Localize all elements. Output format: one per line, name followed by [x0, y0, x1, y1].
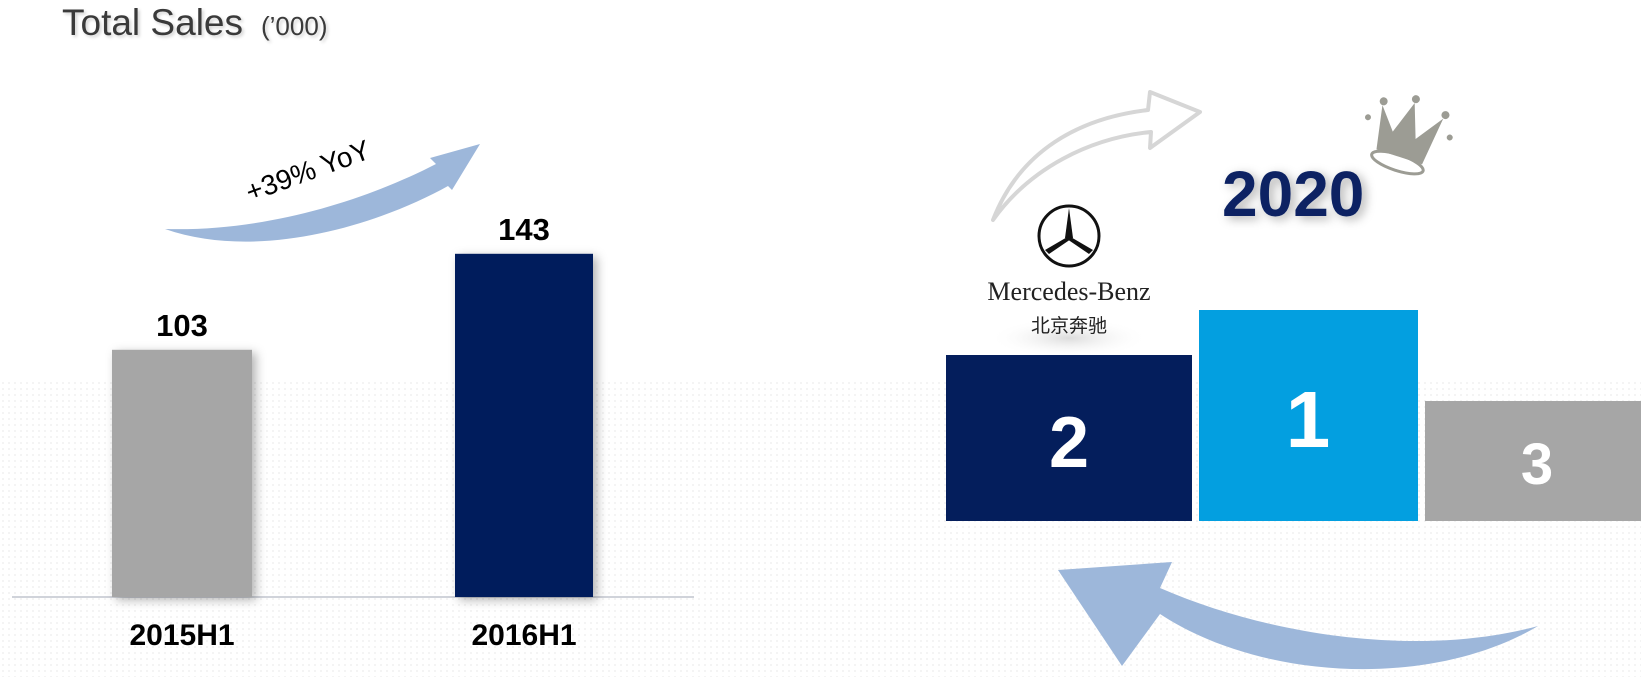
bars — [112, 253, 593, 598]
category-label-2016H1: 2016H1 — [471, 619, 576, 652]
podium-second — [946, 355, 1192, 521]
bar-chart: 103 143 2015H1 2016H1 +39% YoY — [12, 134, 694, 652]
mercedes-star-icon — [1037, 204, 1101, 268]
rank-second: 2 — [1049, 403, 1089, 483]
brand-name: Mercedes-Benz — [987, 277, 1150, 306]
rank-first: 1 — [1286, 375, 1331, 464]
podium: 2020 Mercedes-Benz 北京奔驰 2 1 3 — [946, 90, 1641, 670]
podium-third — [1425, 401, 1641, 521]
title-unit: (’000) — [261, 11, 328, 41]
category-label-2015H1: 2015H1 — [129, 619, 234, 652]
value-label-2015H1: 103 — [156, 308, 208, 343]
crown-icon — [1364, 95, 1453, 176]
yoy-annotation: +39% YoY — [241, 134, 374, 208]
rank-third: 3 — [1521, 432, 1553, 497]
brand-chinese-name: 北京奔驰 — [1031, 315, 1107, 337]
target-year: 2020 — [1222, 158, 1364, 230]
growth-arrow-icon — [165, 144, 480, 242]
page-title: Total Sales (’000) — [62, 2, 327, 44]
bar-2016H1 — [455, 253, 593, 598]
bar-value-labels: 103 143 — [156, 212, 550, 343]
bar-2015H1 — [112, 349, 252, 597]
category-labels: 2015H1 2016H1 — [129, 619, 576, 652]
outline-arrow-icon — [991, 90, 1202, 222]
value-label-2016H1: 143 — [498, 212, 550, 247]
logo-shadow — [989, 318, 1149, 358]
return-arrow-icon — [1058, 562, 1538, 670]
title-main: Total Sales — [62, 2, 243, 43]
podium-first — [1199, 310, 1418, 521]
